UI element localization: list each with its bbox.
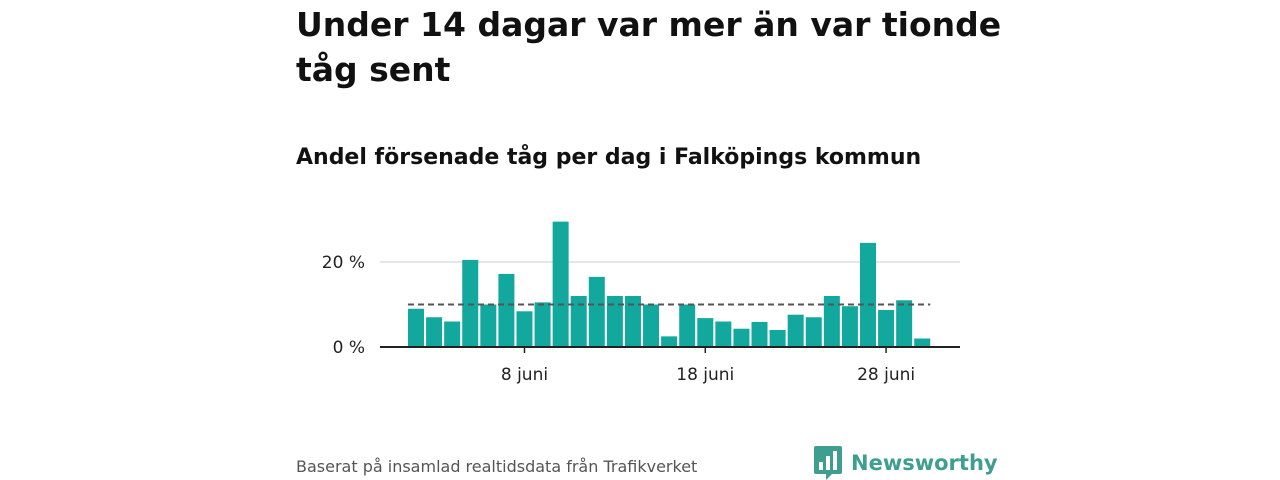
x-tick-label: 28 juni [857, 365, 915, 385]
bar: 5 juni [462, 259, 479, 347]
bar: 17 juni [679, 304, 696, 347]
brand-name: Newsworthy [851, 451, 998, 475]
bar: 26 juni [841, 306, 858, 347]
bar: 21 juni [751, 321, 768, 347]
bar: 23 juni [787, 314, 804, 347]
bar: 10 juni [552, 221, 569, 347]
bar: 4 juni [444, 321, 461, 347]
source-note: Baserat på insamlad realtidsdata från Tr… [296, 457, 698, 476]
bar: 22 juni [769, 330, 786, 347]
bar: 15 juni [643, 304, 660, 347]
bar: 13 juni [606, 296, 623, 347]
bar: 2 juni [408, 308, 424, 347]
bar: 20 juni [733, 328, 750, 347]
bar: 19 juni [715, 321, 732, 347]
bar: 12 juni [588, 276, 605, 347]
bar: 14 juni [624, 296, 641, 347]
chart-subtitle: Andel försenade tåg per dag i Falköpings… [296, 145, 922, 170]
brand-logo: Newsworthy [814, 446, 998, 480]
bar: 24 juni [805, 317, 822, 347]
bar: 27 juni [860, 242, 876, 347]
bar: 11 juni [570, 296, 587, 347]
bar: 8 juni [516, 311, 533, 347]
y-tick-label: 0 % [333, 338, 365, 358]
bar: 18 juni [697, 318, 714, 347]
x-tick-label: 8 juni [501, 365, 548, 385]
bar: 25 juni [823, 296, 840, 347]
bars: 2 juni3 juni4 juni5 juni6 juni7 juni8 ju… [408, 221, 931, 347]
tick-labels: 0 % 20 % 8 juni 18 juni 28 juni [322, 253, 915, 385]
bar: 3 juni [426, 317, 443, 347]
newsworthy-logo-icon [814, 446, 842, 480]
bar: 9 juni [534, 302, 551, 347]
bar: 29 juni [896, 300, 913, 347]
bar: 7 juni [498, 273, 515, 347]
chart-headline: Under 14 dagar var mer än var tionde tåg… [296, 5, 1002, 89]
bar: 30 juni [914, 338, 931, 347]
bar: 6 juni [480, 304, 497, 347]
y-tick-label: 20 % [322, 253, 365, 273]
x-tick-label: 18 juni [676, 365, 734, 385]
bar: 28 juni [878, 310, 895, 347]
x-axis [380, 346, 960, 353]
bar: 16 juni [661, 336, 678, 347]
